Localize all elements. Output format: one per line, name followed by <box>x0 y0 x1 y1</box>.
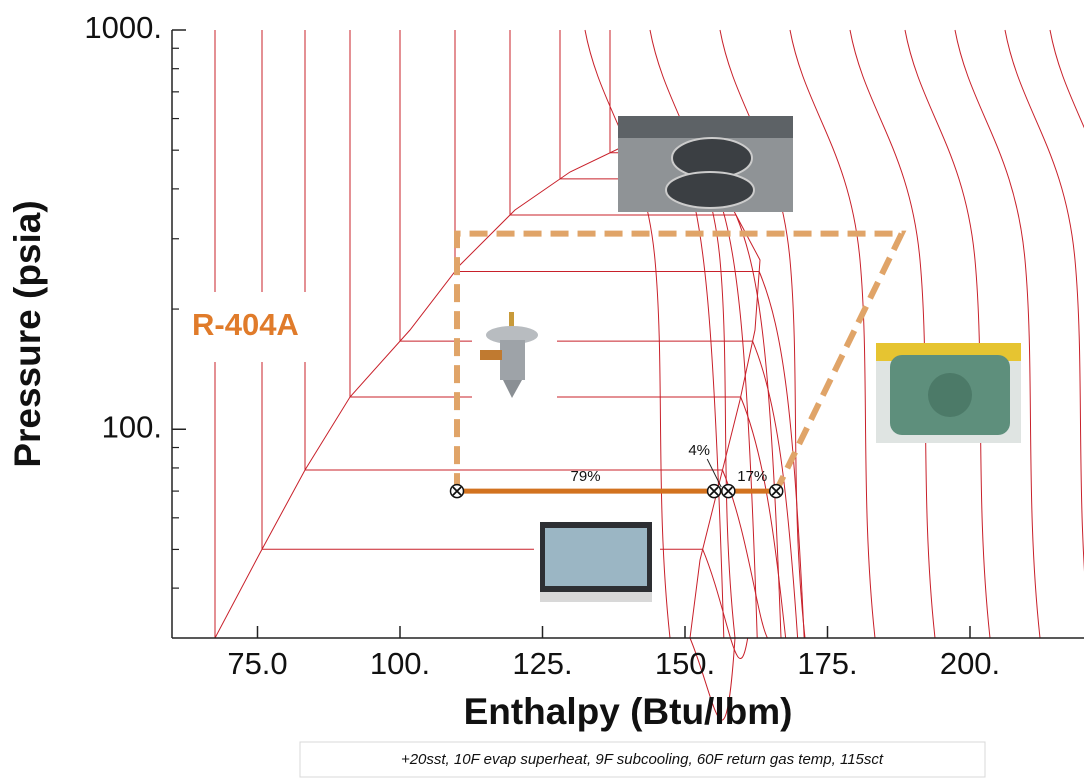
condenser-photo <box>618 116 793 212</box>
x-tick-label: 150. <box>655 646 715 681</box>
state-point <box>708 485 721 498</box>
photo-part <box>500 340 525 380</box>
x-axis-label: Enthalpy (Btu/lbm) <box>464 691 793 732</box>
chart: R-404A Enthalpy (Btu/lbm) Pressure (psia… <box>0 0 1084 778</box>
valve-photo <box>472 305 557 405</box>
x-tick-label: 75.0 <box>227 646 287 681</box>
x-tick-label: 100. <box>370 646 430 681</box>
caption: +20sst, 10F evap superheat, 9F subcoolin… <box>401 751 884 768</box>
y-tick-label: 100. <box>102 409 162 444</box>
y-tick-label: 1000. <box>84 10 162 45</box>
photo-part <box>480 350 502 360</box>
compressor-photo <box>876 343 1021 443</box>
state-point <box>451 485 464 498</box>
annotation: R-404A <box>192 307 299 342</box>
fan <box>666 172 754 208</box>
state-point <box>770 485 783 498</box>
value-label: 4% <box>688 442 710 459</box>
x-tick-label: 125. <box>512 646 572 681</box>
photo-part <box>618 116 793 138</box>
x-tick-label: 175. <box>797 646 857 681</box>
photo-part <box>540 592 652 602</box>
value-label: 17% <box>737 468 767 485</box>
x-tick-label: 200. <box>940 646 1000 681</box>
display-case-photo <box>534 517 660 607</box>
value-label: 79% <box>571 468 601 485</box>
state-point <box>722 485 735 498</box>
photo-part <box>928 373 972 417</box>
y-axis-label: Pressure (psia) <box>7 200 48 467</box>
photo-part <box>545 528 647 586</box>
